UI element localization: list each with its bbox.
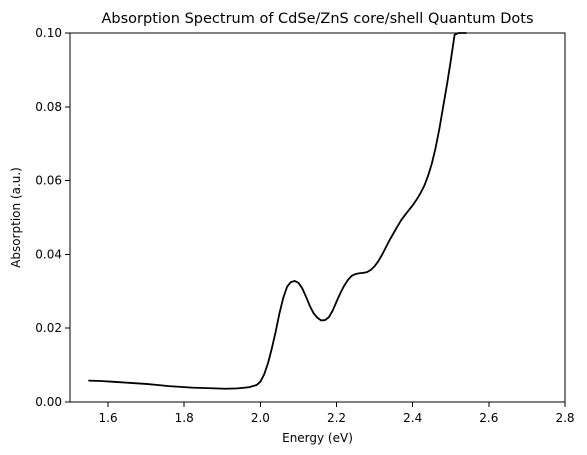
y-axis-ticks: 0.00 0.02 0.04 0.06 0.08 0.10 [35,26,70,409]
y-tick-label: 0.08 [35,100,62,114]
y-tick-label: 0.10 [35,26,62,40]
x-tick-label: 2.0 [251,411,270,425]
x-axis-label: Energy (eV) [282,431,353,445]
x-tick-label: 1.8 [175,411,194,425]
y-tick-label: 0.06 [35,174,62,188]
y-tick-label: 0.04 [35,247,62,261]
y-tick-label: 0.00 [35,395,62,409]
x-tick-label: 2.4 [403,411,422,425]
plot-frame [69,32,566,403]
x-tick-label: 2.2 [327,411,346,425]
y-axis-label: Absorption (a.u.) [9,167,23,268]
x-axis-ticks: 1.6 1.8 2.0 2.2 2.4 2.6 2.8 [99,402,575,425]
chart-title: Absorption Spectrum of CdSe/ZnS core/she… [101,11,533,27]
x-tick-label: 2.6 [479,411,498,425]
absorption-spectrum-line [88,32,467,390]
x-tick-label: 1.6 [99,411,118,425]
x-tick-label: 2.8 [555,411,574,425]
y-tick-label: 0.02 [35,321,62,335]
